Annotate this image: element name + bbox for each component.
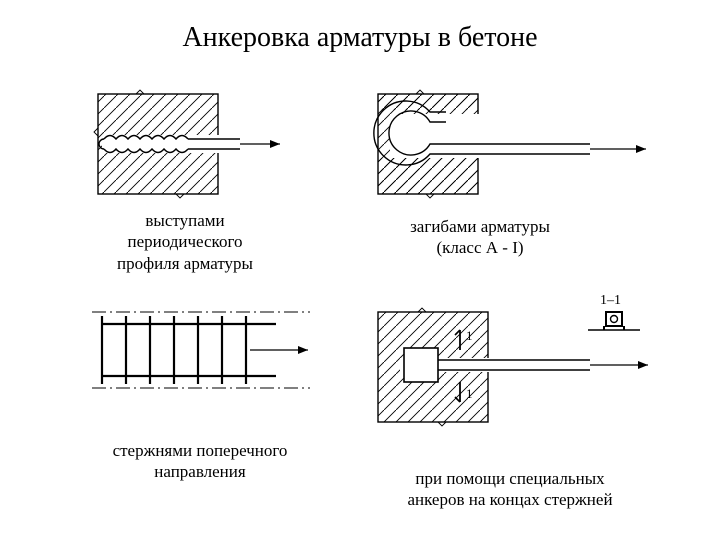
caption-ribbed: выступамипериодическогопрофиля арматуры <box>100 210 270 274</box>
section-mark-top: 1 <box>466 328 473 343</box>
caption-hook: загибами арматуры(класс А - I) <box>380 216 580 259</box>
diagram-ribbed-profile <box>80 84 290 204</box>
diagram-hook <box>360 84 660 204</box>
caption-transverse: стержнями поперечногонаправления <box>90 440 310 483</box>
caption-anchor: при помощи специальныханкеров на концах … <box>380 468 640 511</box>
section-mark-bottom: 1 <box>466 386 473 401</box>
page-title: Анкеровка арматуры в бетоне <box>0 22 720 54</box>
diagram-transverse <box>80 290 320 410</box>
diagram-end-anchor: 1 1 1–1 <box>360 290 660 440</box>
detail-label: 1–1 <box>600 293 621 308</box>
